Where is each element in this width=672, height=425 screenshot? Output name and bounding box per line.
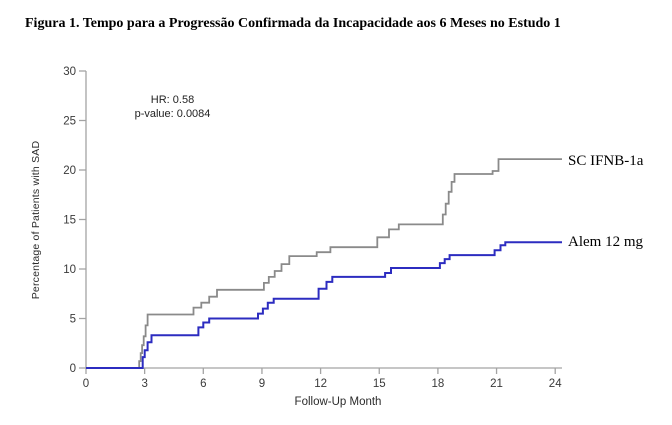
x-tick-label: 0 [83, 378, 89, 390]
series-label-sc-ifnb-1a: SC IFNB-1a [568, 153, 644, 169]
y-tick-label: 10 [63, 264, 76, 276]
x-axis-title: Follow-Up Month [294, 396, 382, 408]
series-label-alem-12mg: Alem 12 mg [568, 234, 643, 250]
curve-sc-ifnb-1a [86, 158, 562, 369]
y-tick-label: 15 [63, 215, 76, 227]
x-tick-label: 9 [259, 378, 265, 390]
x-tick-label: 3 [141, 378, 147, 390]
y-tick-label: 0 [70, 363, 76, 375]
y-tick-label: 30 [63, 66, 76, 78]
y-tick-label: 5 [70, 314, 76, 326]
stats-annotation: HR: 0.58 p-value: 0.0084 [105, 93, 240, 121]
x-tick-label: 24 [549, 378, 562, 390]
y-tick-label: 25 [63, 116, 76, 128]
figure-title: Figura 1. Tempo para a Progressão Confir… [25, 16, 561, 31]
x-tick-label: 6 [200, 378, 206, 390]
x-tick-label: 12 [314, 378, 327, 390]
hazard-ratio-text: HR: 0.58 [150, 94, 195, 106]
x-tick-label: 21 [490, 378, 503, 390]
p-value-text: p-value: 0.0084 [134, 108, 211, 120]
curve-alem-12mg [86, 241, 562, 369]
x-tick-label: 18 [432, 378, 445, 390]
x-tick-label: 15 [373, 378, 386, 390]
y-axis-title: Percentage of Patients with SAD [30, 140, 42, 300]
y-tick-label: 20 [63, 165, 76, 177]
